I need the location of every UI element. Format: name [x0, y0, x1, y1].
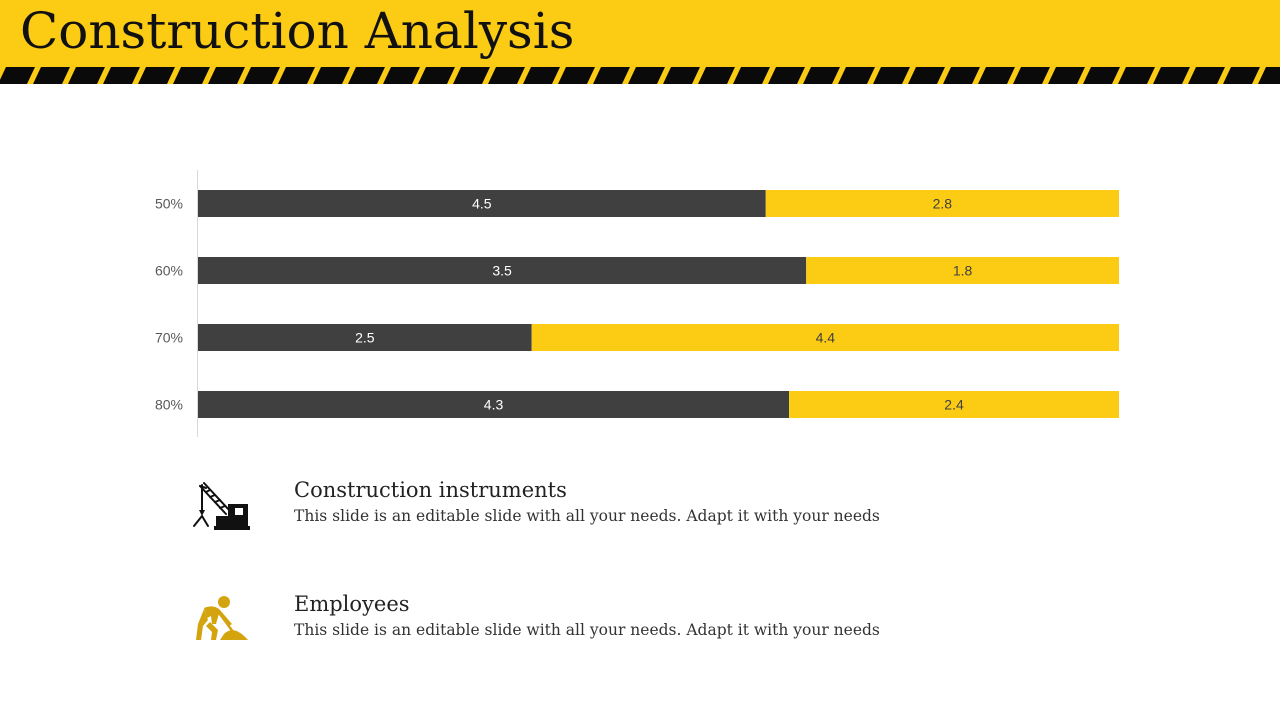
worker-digging-icon — [196, 596, 248, 640]
data-label: 4.4 — [816, 330, 836, 346]
bars-group — [198, 190, 1119, 418]
legend-item-construction-instruments: Construction instruments This slide is a… — [0, 478, 1280, 548]
hazard-stripe — [0, 67, 1280, 84]
legend-item-employees: Employees This slide is an editable slid… — [0, 592, 1280, 662]
data-label: 4.3 — [484, 397, 504, 413]
category-tick-label: 60% — [155, 263, 183, 279]
category-tick-label: 70% — [155, 330, 183, 346]
category-tick-label: 80% — [155, 397, 183, 413]
bar-segment — [198, 324, 532, 351]
bar-segment — [765, 190, 1119, 217]
data-label: 1.8 — [953, 263, 973, 279]
bar-segment — [198, 257, 807, 284]
labels-group: 50% 4.5 2.8 60% 3.5 1.8 70% 2.5 4.4 80% 4.3 2.4 — [155, 196, 973, 413]
data-label: 2.5 — [355, 330, 375, 346]
bar-segment — [531, 324, 1119, 351]
bar-segment — [198, 391, 790, 418]
slide-title: Construction Analysis — [20, 2, 575, 60]
legend-item-title: Construction instruments — [294, 478, 567, 502]
data-label: 3.5 — [492, 263, 512, 279]
data-label: 2.8 — [933, 196, 953, 212]
crane-icon — [193, 482, 250, 530]
data-label: 4.5 — [472, 196, 492, 212]
stacked-bar-chart: 50% 4.5 2.8 60% 3.5 1.8 70% 2.5 4.4 80% 4.3 2.4 — [155, 170, 1119, 437]
data-label: 2.4 — [944, 397, 964, 413]
category-tick-label: 50% — [155, 196, 183, 212]
legend-item-title: Employees — [294, 592, 410, 616]
bar-segment — [806, 257, 1119, 284]
bar-segment — [198, 190, 766, 217]
bar-segment — [789, 391, 1119, 418]
legend-item-description: This slide is an editable slide with all… — [294, 507, 880, 525]
title-banner: Construction Analysis — [0, 0, 1280, 67]
legend-item-description: This slide is an editable slide with all… — [294, 621, 880, 639]
